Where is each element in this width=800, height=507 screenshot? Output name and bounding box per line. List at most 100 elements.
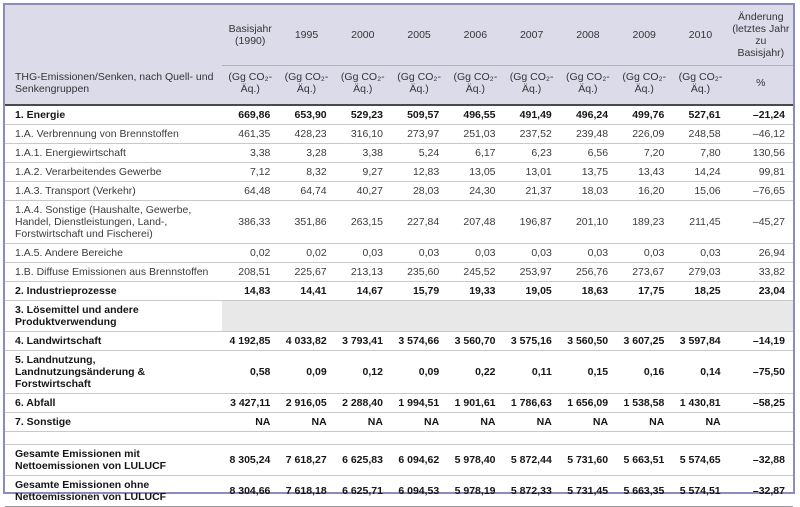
row-label: 7. Sonstige <box>5 412 223 432</box>
value-cell: 0,58 <box>222 350 279 394</box>
value-cell: 248,58 <box>672 124 729 144</box>
row-label: 4. Landwirtschaft <box>5 331 223 351</box>
value-cell: NA <box>390 412 448 432</box>
value-cell: NA <box>334 412 391 432</box>
value-cell: 529,23 <box>334 105 391 125</box>
value-cell <box>390 300 448 332</box>
value-cell: 17,75 <box>616 281 673 301</box>
value-cell: NA <box>278 412 335 432</box>
value-cell: 499,76 <box>616 105 673 125</box>
value-cell: 496,55 <box>447 105 504 125</box>
value-cell: 273,97 <box>390 124 448 144</box>
value-cell: 0,09 <box>278 350 335 394</box>
value-cell: 5 978,19 <box>447 475 504 507</box>
value-cell: –75,50 <box>728 350 793 394</box>
value-cell: –32,88 <box>728 444 793 476</box>
value-cell: 6,23 <box>503 143 560 163</box>
row-label: 5. Landnutzung, Landnutzungsänderung & F… <box>5 350 223 394</box>
value-cell: 3 575,16 <box>503 331 560 351</box>
value-cell: 99,81 <box>728 162 793 182</box>
value-cell: 14,24 <box>672 162 729 182</box>
value-cell: 8 304,66 <box>222 475 279 507</box>
value-cell: 3,38 <box>334 143 391 163</box>
value-cell <box>728 300 793 332</box>
value-cell: 316,10 <box>334 124 391 144</box>
row-label: 1.A.5. Andere Bereiche <box>5 243 223 263</box>
value-cell: 3 793,41 <box>334 331 391 351</box>
value-cell: 5 872,33 <box>503 475 560 507</box>
value-cell: 9,27 <box>334 162 391 182</box>
value-cell: 3,28 <box>278 143 335 163</box>
value-cell: –46,12 <box>728 124 793 144</box>
value-cell: 251,03 <box>447 124 504 144</box>
table-row: Gesamte Emissionen ohne Nettoemissionen … <box>5 475 793 507</box>
value-cell: 225,67 <box>278 262 335 282</box>
value-cell: 245,52 <box>447 262 504 282</box>
value-cell: 18,03 <box>559 181 617 201</box>
row-label: 1.A.3. Transport (Verkehr) <box>5 181 223 201</box>
table-row: 4. Landwirtschaft 4 192,85 4 033,82 3 793,4… <box>5 331 793 351</box>
value-cell: 496,24 <box>559 105 617 125</box>
column-unit: (Gg CO₂-Äq.) <box>447 65 504 106</box>
value-cell: 14,83 <box>222 281 279 301</box>
value-cell: 24,30 <box>447 181 504 201</box>
value-cell: 279,03 <box>672 262 729 282</box>
value-cell: 0,15 <box>559 350 617 394</box>
value-cell: 1 656,09 <box>559 393 617 413</box>
table-row: 1.A.4. Sonstige (Haushalte, Gewerbe, Han… <box>5 200 793 244</box>
value-cell: 6,17 <box>447 143 504 163</box>
value-cell: 237,52 <box>503 124 560 144</box>
column-header: 2008 <box>559 5 617 66</box>
table-row: 1.A.5. Andere Bereiche 0,02 0,02 0,03 0,03 0,… <box>5 243 793 263</box>
value-cell <box>334 300 391 332</box>
value-cell: 5,24 <box>390 143 448 163</box>
value-cell <box>672 300 729 332</box>
value-cell: 64,48 <box>222 181 279 201</box>
column-header: 2009 <box>616 5 673 66</box>
value-cell: 196,87 <box>503 200 560 244</box>
value-cell: 18,63 <box>559 281 617 301</box>
row-label: 1.A.4. Sonstige (Haushalte, Gewerbe, Han… <box>5 200 223 244</box>
value-cell: –76,65 <box>728 181 793 201</box>
row-label: 1.A.1. Energiewirtschaft <box>5 143 223 163</box>
column-header: 2000 <box>334 5 391 66</box>
value-cell: 386,33 <box>222 200 279 244</box>
value-cell: 226,09 <box>616 124 673 144</box>
row-label: 1. Energie <box>5 105 223 125</box>
value-cell: 12,83 <box>390 162 448 182</box>
value-cell: 0,16 <box>616 350 673 394</box>
column-unit: % <box>728 65 793 106</box>
table-body: 1. Energie 669,86 653,90 529,23 509,57 496,55… <box>5 105 793 507</box>
value-cell: 0,22 <box>447 350 504 394</box>
column-unit: (Gg CO₂-Äq.) <box>616 65 673 106</box>
units-header-row: (Gg CO₂-Äq.) (Gg CO₂-Äq.) (Gg CO₂-Äq.) (Gg … <box>5 65 793 106</box>
value-cell: 253,97 <box>503 262 560 282</box>
value-cell: 6 625,71 <box>334 475 391 507</box>
value-cell: NA <box>222 412 279 432</box>
value-cell: 18,25 <box>672 281 729 301</box>
value-cell: 0,03 <box>334 243 391 263</box>
column-header: 2010 <box>672 5 729 66</box>
value-cell: 0,02 <box>222 243 279 263</box>
value-cell: –21,24 <box>728 105 793 125</box>
value-cell: 189,23 <box>616 200 673 244</box>
table-row: 6. Abfall 3 427,11 2 916,05 2 288,40 1 994,5… <box>5 393 793 413</box>
row-label: Gesamte Emissionen ohne Nettoemissionen … <box>5 475 223 507</box>
value-cell: 64,74 <box>278 181 335 201</box>
table-row: 5. Landnutzung, Landnutzungsänderung & F… <box>5 350 793 394</box>
value-cell: 0,12 <box>334 350 391 394</box>
value-cell: 13,05 <box>447 162 504 182</box>
value-cell: 5 872,44 <box>503 444 560 476</box>
value-cell: 1 994,51 <box>390 393 448 413</box>
value-cell: 256,76 <box>559 262 617 282</box>
value-cell: 491,49 <box>503 105 560 125</box>
value-cell: 669,86 <box>222 105 279 125</box>
row-label: Gesamte Emissionen mit Nettoemissionen v… <box>5 444 223 476</box>
value-cell: 527,61 <box>672 105 729 125</box>
value-cell: 351,86 <box>278 200 335 244</box>
value-cell: 3 427,11 <box>222 393 279 413</box>
value-cell: 0,03 <box>616 243 673 263</box>
value-cell: 5 731,60 <box>559 444 617 476</box>
value-cell <box>278 300 335 332</box>
value-cell: 14,67 <box>334 281 391 301</box>
